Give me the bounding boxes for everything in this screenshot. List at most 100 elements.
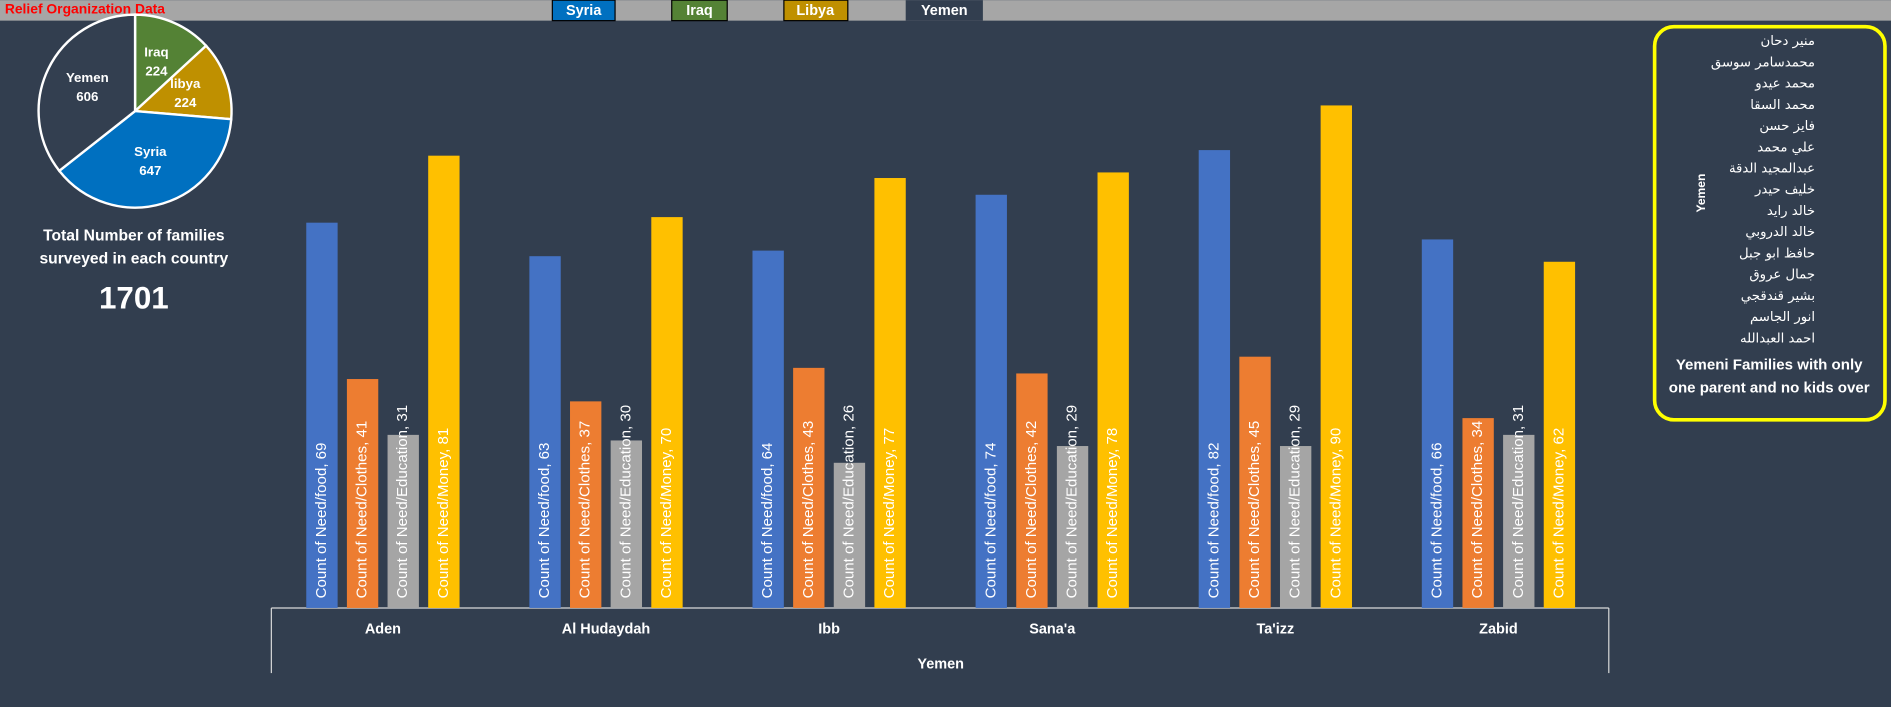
tab-label[interactable]: Syria bbox=[566, 3, 602, 19]
pie-value: 606 bbox=[76, 89, 98, 104]
pie-slice bbox=[132, 44, 233, 121]
name-item: خالد رايد bbox=[1767, 204, 1815, 219]
bar bbox=[752, 250, 784, 608]
data-label: Count of Need/Education, 31 bbox=[1510, 405, 1527, 598]
data-label: Count of Need/food, 64 bbox=[759, 443, 776, 599]
bar bbox=[1016, 373, 1048, 608]
tab-label[interactable]: Yemen bbox=[921, 3, 968, 19]
name-item: بشير قندقجي bbox=[1741, 289, 1815, 304]
bar bbox=[610, 440, 643, 608]
data-label: Count of Need/Clothes, 45 bbox=[1246, 421, 1263, 599]
name-item: محمد السقا bbox=[1750, 98, 1815, 113]
tab[interactable] bbox=[551, 0, 616, 22]
x-tick-label: Ibb bbox=[818, 622, 840, 638]
name-item: احمد العبدالله bbox=[1740, 331, 1815, 346]
name-item: خليف حيدر bbox=[1754, 183, 1815, 198]
tab-label[interactable]: Iraq bbox=[686, 3, 713, 19]
x-tick-label: Sana'a bbox=[1029, 622, 1076, 638]
bar bbox=[1239, 356, 1271, 608]
bar bbox=[793, 367, 825, 608]
tab-label[interactable]: Libya bbox=[796, 3, 835, 19]
data-label: Count of Need/Education, 30 bbox=[617, 405, 634, 598]
kpi-caption: Total Number of families bbox=[43, 228, 225, 245]
bar bbox=[1462, 418, 1494, 608]
name-item: علي محمد bbox=[1757, 140, 1815, 155]
pie-label: Yemen bbox=[66, 70, 109, 85]
pie-value: 224 bbox=[145, 64, 168, 79]
tab[interactable] bbox=[671, 0, 728, 22]
data-label: Count of Need/Clothes, 41 bbox=[354, 421, 371, 599]
bar bbox=[975, 194, 1007, 608]
x-tick-label: Aden bbox=[365, 622, 401, 638]
tab-selected[interactable] bbox=[905, 0, 983, 21]
data-label: Count of Need/Money, 81 bbox=[435, 428, 452, 599]
data-label: Count of Need/food, 63 bbox=[536, 443, 553, 599]
data-label: Count of Need/Clothes, 37 bbox=[577, 421, 594, 599]
name-item: انور الجاسم bbox=[1750, 310, 1815, 325]
bar bbox=[1198, 150, 1231, 608]
page-title: Relief Organization Data bbox=[5, 0, 165, 16]
pie-slice bbox=[37, 13, 137, 173]
data-label: Count of Need/Clothes, 43 bbox=[800, 421, 817, 599]
bar bbox=[1421, 239, 1454, 608]
panel-caption: Yemeni Families with only bbox=[1676, 357, 1863, 374]
bar bbox=[1543, 261, 1576, 608]
bar bbox=[346, 379, 379, 608]
name-item: جمال عروق bbox=[1749, 268, 1815, 283]
x-tick-label: Zabid bbox=[1479, 622, 1518, 638]
bar bbox=[874, 178, 906, 608]
pie-value: 647 bbox=[139, 163, 161, 178]
x-tick-label: Ta'izz bbox=[1256, 622, 1294, 638]
data-label: Count of Need/Education, 26 bbox=[840, 405, 857, 598]
data-label: Count of Need/Education, 29 bbox=[1287, 405, 1304, 598]
bar bbox=[529, 256, 561, 608]
name-item: منير دحان bbox=[1761, 34, 1815, 49]
pie-label: Syria bbox=[134, 144, 167, 159]
name-item: فايز حسن bbox=[1759, 119, 1815, 134]
data-label: Count of Need/Education, 31 bbox=[394, 405, 411, 598]
pie-label: Iraq bbox=[144, 44, 168, 59]
data-label: Count of Need/Clothes, 34 bbox=[1469, 421, 1486, 599]
tab[interactable] bbox=[783, 0, 849, 22]
kpi-value: 1701 bbox=[99, 281, 169, 316]
bar bbox=[306, 222, 338, 608]
x-axis-title: Yemen bbox=[917, 656, 964, 672]
name-item: حافظ ابو جبل bbox=[1739, 246, 1815, 261]
bar bbox=[651, 217, 683, 608]
data-label: Count of Need/Clothes, 42 bbox=[1023, 421, 1040, 599]
pie-slice bbox=[133, 13, 208, 114]
bar bbox=[1097, 172, 1129, 608]
data-label: Count of Need/food, 74 bbox=[982, 443, 999, 599]
data-label: Count of Need/food, 69 bbox=[313, 443, 330, 599]
panel-caption: one parent and no kids over bbox=[1669, 379, 1870, 396]
data-label: Count of Need/food, 66 bbox=[1428, 443, 1445, 599]
data-label: Count of Need/food, 82 bbox=[1205, 443, 1222, 599]
bar bbox=[570, 401, 602, 608]
data-label: Count of Need/Education, 29 bbox=[1064, 405, 1081, 598]
pie-slice bbox=[57, 109, 233, 209]
data-label: Count of Need/Money, 70 bbox=[658, 428, 675, 599]
bar bbox=[1056, 446, 1089, 608]
pie-value: 224 bbox=[174, 95, 197, 110]
name-item: محمدسامر سوسق bbox=[1711, 55, 1815, 70]
data-label: Count of Need/Money, 90 bbox=[1327, 428, 1344, 599]
kpi-caption: surveyed in each country bbox=[39, 251, 228, 268]
name-item: خالد الدروبي bbox=[1745, 225, 1815, 240]
bar bbox=[387, 434, 419, 608]
bar bbox=[1503, 434, 1535, 608]
panel-border bbox=[1652, 24, 1887, 422]
data-label: Count of Need/Money, 78 bbox=[1104, 428, 1121, 599]
bar bbox=[1320, 105, 1352, 608]
data-label: Count of Need/Money, 77 bbox=[881, 428, 898, 599]
x-tick-label: Al Hudaydah bbox=[562, 622, 650, 638]
bar bbox=[1279, 446, 1312, 608]
name-item: عبدالمجيد الدقة bbox=[1729, 162, 1815, 177]
panel-axis-label: Yemen bbox=[1694, 174, 1708, 213]
data-label: Count of Need/Money, 62 bbox=[1550, 428, 1567, 599]
pie-label: libya bbox=[170, 76, 201, 91]
bar bbox=[428, 155, 460, 608]
bar bbox=[833, 462, 866, 608]
